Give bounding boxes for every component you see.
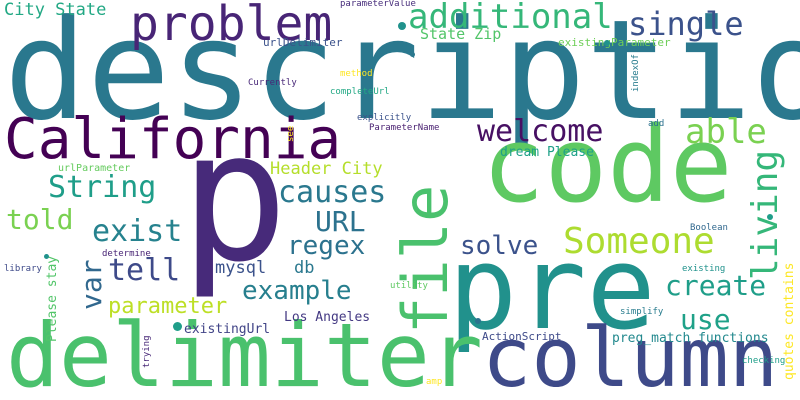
word-explicitly: explicitly <box>357 113 412 123</box>
word-told: told <box>6 203 74 236</box>
word-parametervalue: parameterValue <box>340 0 416 9</box>
word-simplify: simplify <box>620 307 664 317</box>
word-var: var <box>75 259 108 310</box>
word-library: library <box>4 264 42 274</box>
word-tell: tell <box>108 253 181 288</box>
word-preg-match-functions: preg_match functions <box>612 331 769 346</box>
glyph-dot <box>398 22 406 30</box>
glyph-dot <box>410 52 415 57</box>
word-see: see <box>286 125 296 142</box>
word-city-state: City State <box>4 0 107 20</box>
glyph-dot <box>173 322 182 331</box>
word-california: California <box>4 107 342 172</box>
word-indexof: indexOf <box>631 54 641 92</box>
word-db: db <box>294 258 315 278</box>
word-parametername: ParameterName <box>369 123 440 133</box>
word-delimiter: delimiter <box>6 304 483 400</box>
word-boolean: Boolean <box>690 223 728 233</box>
word-method: method <box>340 69 373 79</box>
word-existingparameter: existingParameter <box>558 36 671 49</box>
word-welcome: welcome <box>477 114 604 149</box>
word-please-stay: Please stay <box>45 255 60 342</box>
word-state-zip: State Zip <box>420 25 502 43</box>
word-header-city: Header City <box>270 159 383 179</box>
word-exist: exist <box>92 214 183 249</box>
word-urlparameter: urlParameter <box>58 163 131 174</box>
word-pre: pre <box>448 222 656 356</box>
word-utility: utility <box>390 281 428 291</box>
word-code: code <box>482 104 733 226</box>
word-p: p <box>180 93 289 302</box>
word-actionscript: ActionScript <box>482 330 562 343</box>
word-solve: solve <box>460 231 539 261</box>
word-file: file <box>389 184 462 334</box>
glyph-dot <box>604 40 610 46</box>
word-string: String <box>48 170 157 205</box>
word-use: use <box>680 303 731 336</box>
word-currently: Currently <box>248 78 297 88</box>
word-checking: checking <box>742 356 786 366</box>
word-additional: additional <box>408 0 613 37</box>
glyph-dot <box>44 254 49 259</box>
word-urldelimiter: urlDelimiter <box>263 36 343 49</box>
word-url: URL <box>315 205 366 238</box>
word-trying: trying <box>142 335 152 368</box>
word-example: example <box>242 276 352 306</box>
word-mysql: mysql <box>215 258 267 278</box>
word-completeurl: completeUrl <box>330 87 390 97</box>
word-amp: amp <box>426 377 443 387</box>
word-able: able <box>685 112 767 152</box>
word-column: column <box>482 311 779 400</box>
word-single: single <box>628 5 744 43</box>
word-dream-please: dream Please <box>500 145 594 160</box>
word-parameter: parameter <box>108 294 228 319</box>
word-existing: existing <box>682 264 726 274</box>
word-create: create <box>665 269 767 302</box>
glyph-dot <box>767 214 773 220</box>
word-los-angeles: Los Angeles <box>284 310 371 325</box>
word-living: living <box>745 149 786 280</box>
word-determine: determine <box>102 249 151 259</box>
word-regex: regex <box>287 231 366 261</box>
word-existingurl: existingUrl <box>184 322 271 337</box>
word-problem: problem <box>130 0 333 52</box>
word-someone: Someone <box>563 221 715 262</box>
word-causes: causes <box>278 175 387 210</box>
word-add: add <box>648 119 665 129</box>
glyph-dot <box>475 318 481 324</box>
